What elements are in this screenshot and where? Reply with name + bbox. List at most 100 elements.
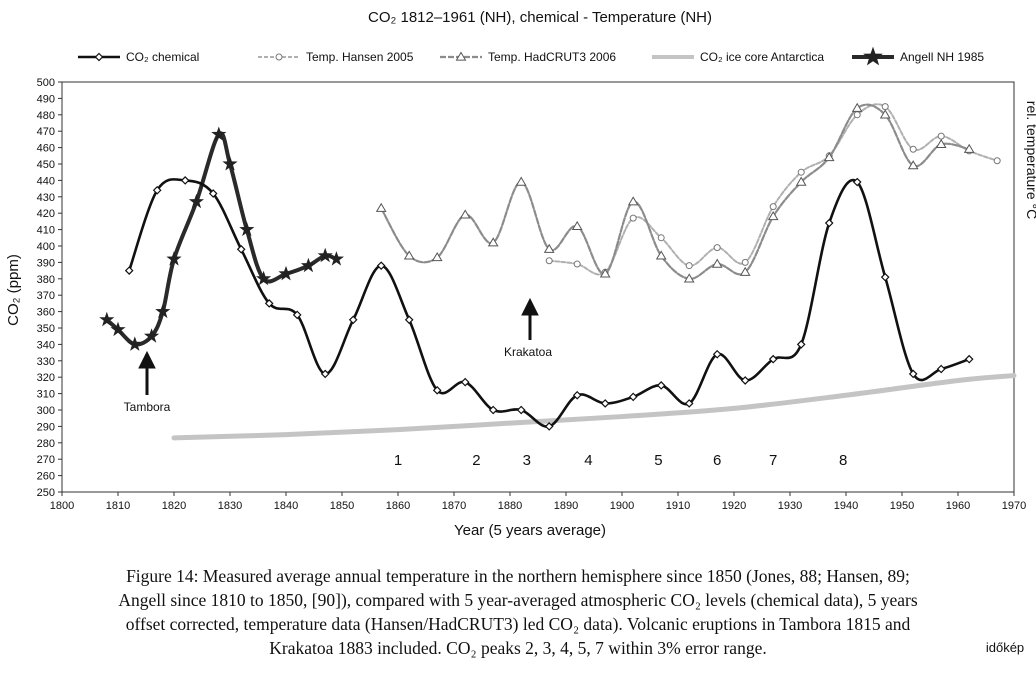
data-point xyxy=(713,244,721,252)
x-tick-label: 1910 xyxy=(666,500,690,512)
legend-item: Temp. Hansen 2005 xyxy=(258,50,414,64)
data-point xyxy=(683,273,695,283)
y-tick-label: 340 xyxy=(37,339,55,351)
data-point xyxy=(239,221,255,237)
data-point xyxy=(516,405,526,415)
data-point xyxy=(188,193,204,209)
annotation: 2 xyxy=(472,452,480,469)
data-point xyxy=(348,315,358,325)
data-point xyxy=(935,138,947,148)
data-point xyxy=(600,399,610,408)
data-point xyxy=(431,251,443,262)
data-point xyxy=(936,364,946,374)
annotation: Tambora xyxy=(124,400,171,414)
y-tick-label: 450 xyxy=(37,159,55,171)
y-tick-label: 330 xyxy=(37,356,55,368)
y-tick-label: 300 xyxy=(37,405,55,417)
legend-item: Temp. HadCRUT3 2006 xyxy=(440,50,616,64)
y-tick-label: 270 xyxy=(37,454,55,466)
series-line xyxy=(380,103,971,280)
y-tick-label: 350 xyxy=(37,323,55,335)
legend-marker xyxy=(455,51,467,61)
x-tick-label: 1900 xyxy=(610,500,634,512)
data-point xyxy=(712,349,722,359)
data-point xyxy=(278,265,294,281)
data-point xyxy=(629,214,637,222)
data-point xyxy=(740,376,750,385)
data-point xyxy=(769,203,777,211)
x-tick-label: 1940 xyxy=(834,500,858,512)
x-tick-label: 1860 xyxy=(386,500,410,512)
x-tick-label: 1950 xyxy=(890,500,914,512)
data-point xyxy=(515,176,527,186)
y-tick-label: 490 xyxy=(37,93,55,105)
y-axis-label: CO₂ (ppm) xyxy=(5,254,22,326)
data-point xyxy=(852,177,862,187)
data-point xyxy=(99,311,115,327)
legend-marker xyxy=(94,52,104,62)
data-point xyxy=(375,202,387,212)
data-point xyxy=(851,102,863,112)
y-tick-label: 420 xyxy=(37,208,55,220)
y-tick-label: 290 xyxy=(37,421,55,433)
data-point xyxy=(796,340,806,349)
data-point xyxy=(110,321,126,337)
legend-item: Angell NH 1985 xyxy=(852,46,984,66)
legend-item: CO₂ ice core Antarctica xyxy=(652,50,824,64)
data-point xyxy=(795,176,807,186)
data-point xyxy=(124,266,134,275)
data-point xyxy=(256,270,272,286)
y-tick-label: 440 xyxy=(37,175,55,187)
legend-item: CO₂ chemical xyxy=(78,50,199,64)
data-point xyxy=(571,220,583,230)
legend-label: Temp. Hansen 2005 xyxy=(306,50,414,64)
data-point xyxy=(768,354,778,364)
y-tick-label: 320 xyxy=(37,372,55,384)
data-point xyxy=(320,369,330,379)
y-tick-label: 430 xyxy=(37,192,55,204)
data-point xyxy=(300,257,316,273)
data-point xyxy=(328,251,344,266)
y-tick-label: 500 xyxy=(37,77,55,89)
data-point xyxy=(655,250,667,260)
y-tick-label: 410 xyxy=(37,225,55,237)
data-point xyxy=(879,109,891,119)
data-point xyxy=(127,336,143,351)
data-point xyxy=(824,218,834,228)
data-point xyxy=(292,310,302,320)
y-tick-label: 250 xyxy=(37,487,55,499)
legend-label: CO₂ ice core Antarctica xyxy=(700,50,824,64)
caption-line: Figure 14: Measured average annual tempe… xyxy=(126,566,910,586)
x-tick-label: 1920 xyxy=(722,500,746,512)
x-tick-label: 1840 xyxy=(274,500,298,512)
data-point xyxy=(685,262,693,270)
plot-frame xyxy=(61,81,1015,493)
x-tick-label: 1890 xyxy=(554,500,578,512)
y-tick-label: 310 xyxy=(37,389,55,401)
data-point xyxy=(963,143,975,153)
x-tick-label: 1870 xyxy=(442,500,466,512)
data-point xyxy=(909,145,917,153)
y-tick-label: 260 xyxy=(37,471,55,483)
data-point xyxy=(404,315,414,325)
y2-axis-label: rel. temperature °C xyxy=(1024,101,1036,219)
data-point xyxy=(572,390,582,400)
data-point xyxy=(711,258,723,268)
x-tick-label: 1830 xyxy=(218,500,242,512)
x-tick-label: 1970 xyxy=(1002,500,1026,512)
data-point xyxy=(964,354,974,364)
annotation: 7 xyxy=(769,452,777,469)
watermark: időkép xyxy=(986,640,1024,655)
legend-marker xyxy=(275,53,283,61)
data-point xyxy=(628,392,638,402)
y-tick-label: 370 xyxy=(37,290,55,302)
y-tick-label: 380 xyxy=(37,274,55,286)
legend-marker xyxy=(863,46,883,66)
legend-label: CO₂ chemical xyxy=(126,50,199,64)
data-point xyxy=(376,261,386,271)
data-point xyxy=(155,303,171,319)
annotation: 6 xyxy=(713,452,721,469)
data-point xyxy=(937,132,945,140)
